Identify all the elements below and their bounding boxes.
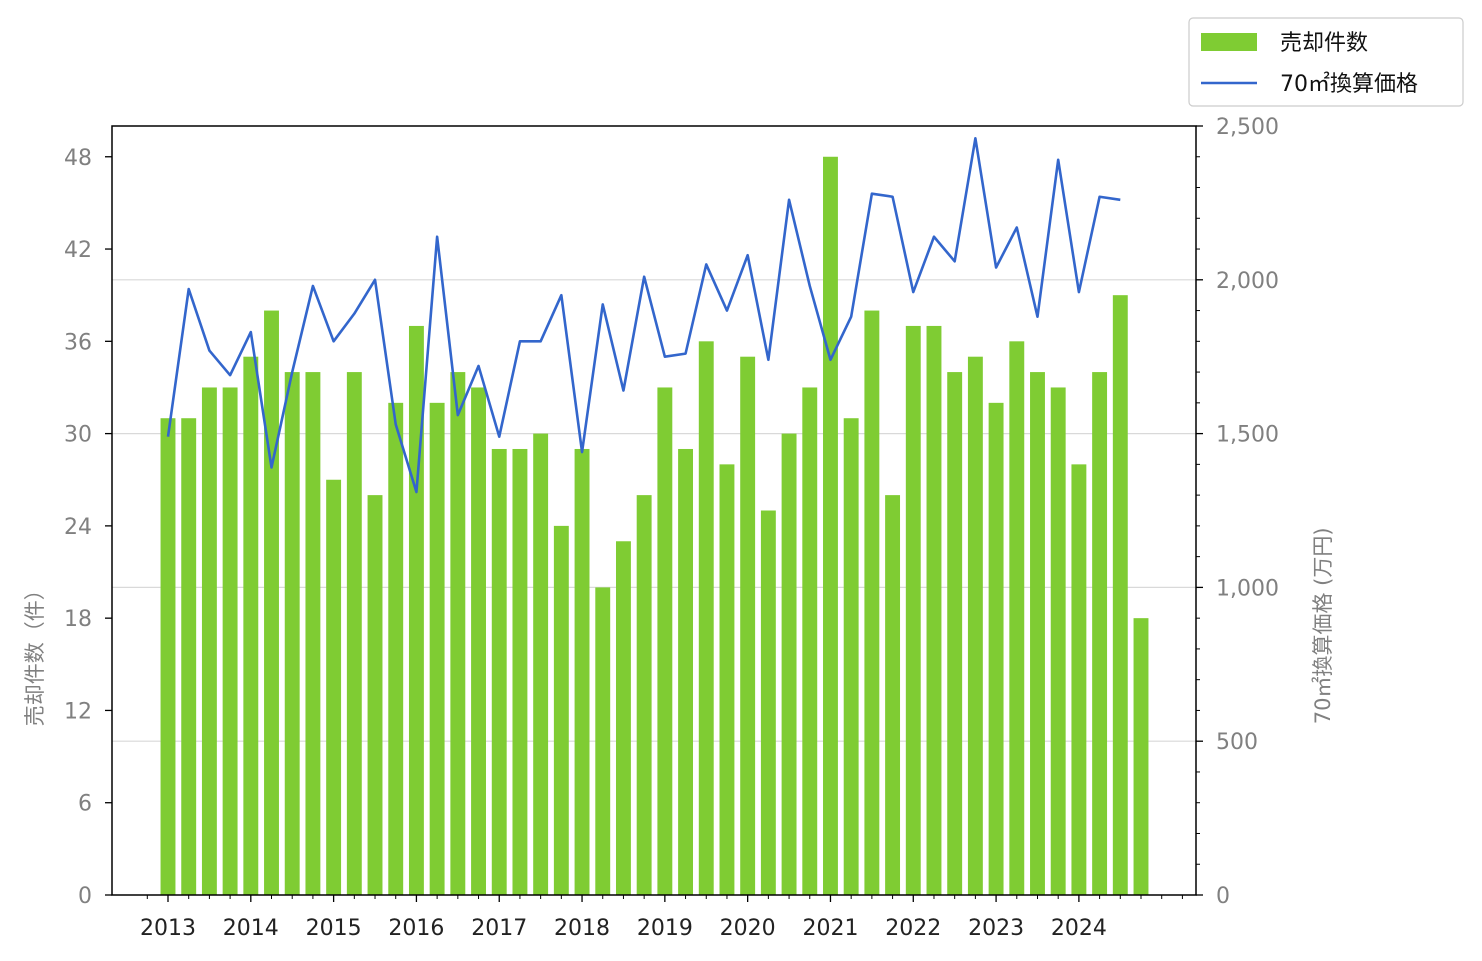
bar bbox=[1030, 372, 1045, 896]
bar bbox=[967, 356, 983, 895]
bar bbox=[885, 495, 901, 895]
bar bbox=[657, 387, 673, 895]
bar bbox=[636, 495, 652, 895]
left-axis-label: 売却件数（件） bbox=[23, 579, 47, 726]
bar bbox=[388, 402, 404, 895]
bar bbox=[284, 372, 300, 896]
bar bbox=[160, 418, 176, 895]
bar bbox=[553, 525, 569, 895]
bar bbox=[615, 541, 631, 895]
left-tick-label: 48 bbox=[64, 146, 92, 171]
bar bbox=[305, 372, 321, 896]
left-tick-label: 30 bbox=[64, 423, 92, 448]
left-tick-label: 0 bbox=[78, 884, 92, 909]
line-series bbox=[166, 137, 1121, 494]
bar bbox=[988, 402, 1004, 895]
bar bbox=[595, 587, 611, 895]
legend-box bbox=[1188, 17, 1464, 107]
bar-series bbox=[160, 156, 1149, 896]
right-tick-label: 500 bbox=[1216, 730, 1258, 755]
bar bbox=[243, 356, 259, 895]
bar bbox=[802, 387, 818, 895]
bar bbox=[1071, 464, 1087, 895]
bar bbox=[719, 464, 735, 895]
left-tick-label: 18 bbox=[64, 607, 92, 632]
x-tick-label: 2013 bbox=[140, 916, 196, 941]
bar bbox=[678, 448, 694, 895]
bar bbox=[1112, 295, 1128, 895]
bar bbox=[698, 341, 714, 895]
bar bbox=[429, 402, 445, 895]
bar bbox=[574, 448, 590, 895]
legend: 売却件数 70㎡換算価格 bbox=[1188, 17, 1464, 107]
bar bbox=[1133, 618, 1149, 895]
bar bbox=[1092, 372, 1108, 896]
legend-bar-swatch bbox=[1201, 33, 1257, 51]
bar bbox=[326, 479, 342, 895]
axis-ticks: 0 6 12 18 24 30 36 42 48 0 500 1,000 1,500 2,000 2,500… bbox=[64, 115, 1279, 941]
bar bbox=[264, 310, 279, 895]
left-tick-label: 24 bbox=[64, 515, 92, 540]
right-tick-label: 0 bbox=[1216, 884, 1230, 909]
right-tick-label: 1,000 bbox=[1216, 576, 1279, 601]
bar bbox=[533, 433, 549, 895]
bar bbox=[181, 418, 197, 895]
bar bbox=[1050, 387, 1066, 895]
bar bbox=[1009, 341, 1025, 895]
bar bbox=[408, 325, 424, 895]
bar bbox=[760, 510, 776, 895]
right-tick-label: 2,500 bbox=[1216, 115, 1279, 140]
x-tick-label: 2021 bbox=[802, 916, 858, 941]
bar bbox=[781, 433, 797, 895]
bar bbox=[864, 310, 880, 895]
right-tick-label: 2,000 bbox=[1216, 269, 1279, 294]
x-tick-label: 2022 bbox=[885, 916, 941, 941]
x-tick-label: 2020 bbox=[720, 916, 776, 941]
x-tick-label: 2017 bbox=[471, 916, 527, 941]
bar bbox=[947, 372, 963, 896]
left-tick-label: 42 bbox=[64, 238, 92, 263]
bar bbox=[905, 325, 921, 895]
bar bbox=[740, 356, 756, 895]
left-tick-label: 12 bbox=[64, 699, 92, 724]
x-tick-label: 2019 bbox=[637, 916, 693, 941]
bar bbox=[823, 156, 838, 895]
right-axis-label: 70㎡換算価格 (万円) bbox=[1311, 527, 1335, 724]
bar bbox=[491, 448, 507, 895]
bar bbox=[201, 387, 217, 895]
legend-bar-label: 売却件数 bbox=[1280, 31, 1368, 56]
x-tick-label: 2015 bbox=[306, 916, 362, 941]
x-tick-label: 2016 bbox=[388, 916, 444, 941]
plot-area-frame bbox=[111, 125, 1197, 896]
legend-line-label: 70㎡換算価格 bbox=[1280, 71, 1418, 97]
x-tick-label: 2023 bbox=[968, 916, 1024, 941]
bar bbox=[450, 372, 466, 896]
x-tick-label: 2014 bbox=[223, 916, 279, 941]
x-tick-label: 2018 bbox=[554, 916, 610, 941]
left-tick-label: 6 bbox=[78, 792, 92, 817]
bar bbox=[926, 325, 942, 895]
bar bbox=[346, 372, 362, 896]
bar bbox=[222, 387, 238, 895]
x-tick-label: 2024 bbox=[1051, 916, 1107, 941]
right-tick-label: 1,500 bbox=[1216, 423, 1279, 448]
bar bbox=[512, 448, 528, 895]
bar bbox=[471, 387, 486, 895]
bar bbox=[843, 418, 859, 895]
left-tick-label: 36 bbox=[64, 330, 92, 355]
bar bbox=[367, 495, 383, 895]
